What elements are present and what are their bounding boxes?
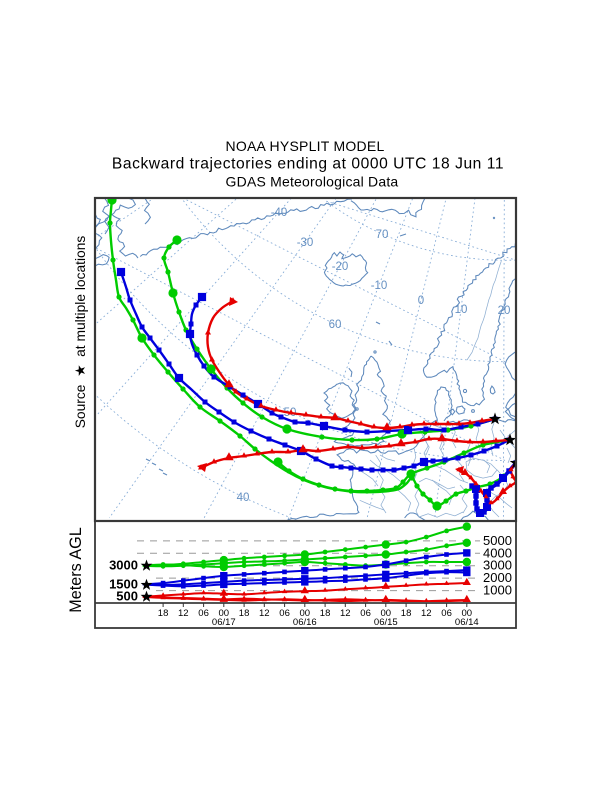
svg-text:-30: -30	[297, 237, 314, 249]
svg-text:12: 12	[259, 608, 270, 619]
svg-text:06/14: 06/14	[455, 617, 479, 628]
svg-text:Meters AGL: Meters AGL	[67, 527, 85, 612]
svg-text:18: 18	[158, 608, 169, 619]
svg-text:500: 500	[116, 589, 138, 604]
svg-text:3000: 3000	[109, 558, 138, 573]
svg-text:3000: 3000	[483, 558, 512, 573]
svg-text:18: 18	[401, 608, 412, 619]
svg-text:1000: 1000	[483, 583, 512, 598]
svg-text:06: 06	[279, 608, 290, 619]
svg-text:4000: 4000	[483, 545, 512, 560]
svg-text:00: 00	[381, 608, 392, 619]
svg-text:06/16: 06/16	[293, 617, 317, 628]
svg-text:06/15: 06/15	[374, 617, 398, 628]
svg-text:2000: 2000	[483, 570, 512, 585]
svg-text:-10: -10	[371, 280, 388, 292]
svg-text:06: 06	[441, 608, 452, 619]
svg-text:70: 70	[376, 229, 389, 241]
svg-text:12: 12	[340, 608, 351, 619]
svg-text:00: 00	[300, 608, 311, 619]
svg-text:18: 18	[239, 608, 250, 619]
svg-text:06: 06	[198, 608, 209, 619]
svg-text:0: 0	[418, 295, 424, 307]
svg-text:5000: 5000	[483, 533, 512, 548]
svg-text:10: 10	[455, 304, 468, 316]
svg-text:GDAS Meteorological Data: GDAS Meteorological Data	[226, 174, 399, 190]
svg-text:06: 06	[360, 608, 371, 619]
svg-text:-40: -40	[271, 207, 288, 219]
svg-text:40: 40	[237, 492, 250, 504]
svg-text:00: 00	[462, 608, 473, 619]
svg-text:-20: -20	[332, 261, 349, 273]
svg-text:NOAA HYSPLIT MODEL: NOAA HYSPLIT MODEL	[225, 138, 384, 154]
svg-text:18: 18	[320, 608, 331, 619]
svg-text:06/17: 06/17	[212, 617, 236, 628]
svg-text:Backward trajectories ending a: Backward trajectories ending at 0000 UTC…	[112, 156, 504, 173]
svg-text:Source ★ at multiple locatio: Source ★ at multiple locations	[73, 236, 88, 429]
svg-text:00: 00	[219, 608, 230, 619]
svg-text:12: 12	[421, 608, 432, 619]
svg-text:1500: 1500	[109, 577, 138, 592]
svg-text:60: 60	[329, 319, 342, 331]
svg-text:12: 12	[178, 608, 189, 619]
